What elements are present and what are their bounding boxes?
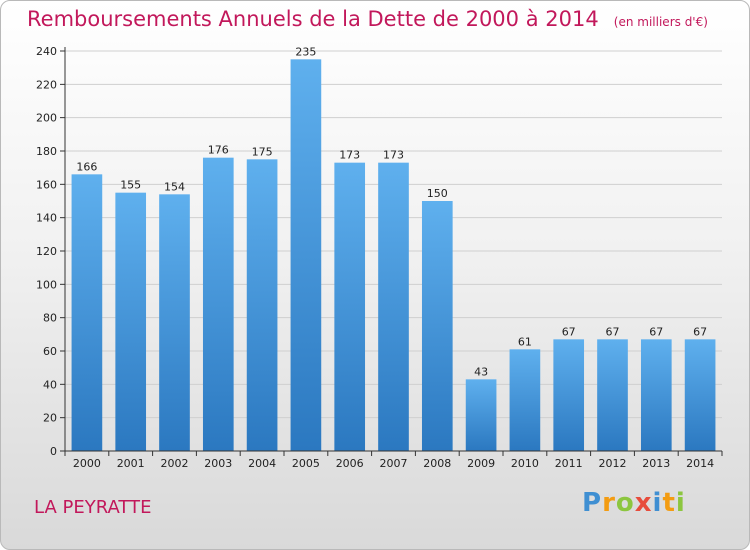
bar-2000 [71,174,103,452]
value-label: 173 [339,149,360,162]
y-tick-label: 160 [36,178,57,191]
y-tick-label: 100 [36,278,57,291]
value-label: 173 [383,149,404,162]
y-tick-label: 180 [36,145,57,158]
bar-2014 [684,339,716,451]
logo-letter: x [634,488,653,518]
value-label: 155 [120,179,141,192]
bar-2010 [509,349,541,451]
x-tick-label: 2011 [555,457,583,470]
y-tick-label: 20 [43,412,57,425]
commune-name: LA PEYRATTE [34,497,152,518]
bar-2007 [378,162,409,451]
y-tick-label: 0 [50,445,57,458]
value-label: 235 [295,45,316,58]
chart-title: Remboursements Annuels de la Dette de 20… [27,7,599,31]
logo-letter: r [602,488,616,518]
value-label: 61 [518,335,532,348]
value-label: 67 [562,325,576,338]
logo-letter: i [652,488,663,518]
bar-2013 [640,339,672,451]
chart-unit: (en milliers d'€) [613,15,708,29]
x-tick-label: 2007 [380,457,408,470]
value-label: 176 [208,144,229,157]
y-tick-label: 240 [36,45,57,58]
x-tick-label: 2000 [73,457,101,470]
bar-2002 [159,194,190,452]
x-tick-label: 2006 [336,457,364,470]
x-tick-label: 2008 [423,457,451,470]
chart-title-block: Remboursements Annuels de la Dette de 20… [27,7,708,31]
proxiti-logo: Proxiti [582,488,686,518]
bar-2006 [334,162,366,451]
logo-letter: i [675,488,686,518]
bar-2012 [597,339,628,451]
bar-2001 [115,192,147,451]
x-tick-label: 2004 [248,457,276,470]
bar-2004 [246,159,278,452]
y-tick-label: 220 [36,78,57,91]
x-tick-label: 2009 [467,457,495,470]
value-label: 67 [693,325,707,338]
x-tick-label: 2001 [117,457,145,470]
bar-2008 [421,201,453,451]
value-label: 154 [164,180,185,193]
y-tick-label: 40 [43,378,57,391]
value-label: 166 [76,160,97,173]
bar-2011 [553,339,585,451]
x-tick-label: 2002 [161,457,189,470]
x-tick-label: 2014 [686,457,714,470]
x-tick-label: 2012 [599,457,627,470]
value-label: 43 [474,365,488,378]
y-tick-label: 140 [36,212,57,225]
value-label: 67 [606,325,620,338]
value-label: 67 [649,325,663,338]
x-tick-label: 2010 [511,457,539,470]
y-tick-label: 200 [36,112,57,125]
x-tick-label: 2005 [292,457,320,470]
axis-layer: 0 20 40 60 80 100 120 140 160 180 200 220 240 2000 200… [36,45,723,470]
logo-letter: P [582,488,603,518]
y-tick-label: 80 [43,312,57,325]
bar-2005 [290,59,322,451]
value-label: 150 [427,187,448,200]
logo-letter: t [662,488,676,518]
x-tick-label: 2003 [204,457,232,470]
y-tick-label: 120 [36,245,57,258]
y-tick-label: 60 [43,345,57,358]
value-label: 175 [252,145,273,158]
x-tick-label: 2013 [642,457,670,470]
logo-letter: o [615,488,635,518]
bars-layer: 166 155 154 176 175 235 173 173 150 43 61 67 67 67 67 [71,45,716,452]
bar-2003 [202,157,234,451]
bar-2009 [465,379,497,451]
